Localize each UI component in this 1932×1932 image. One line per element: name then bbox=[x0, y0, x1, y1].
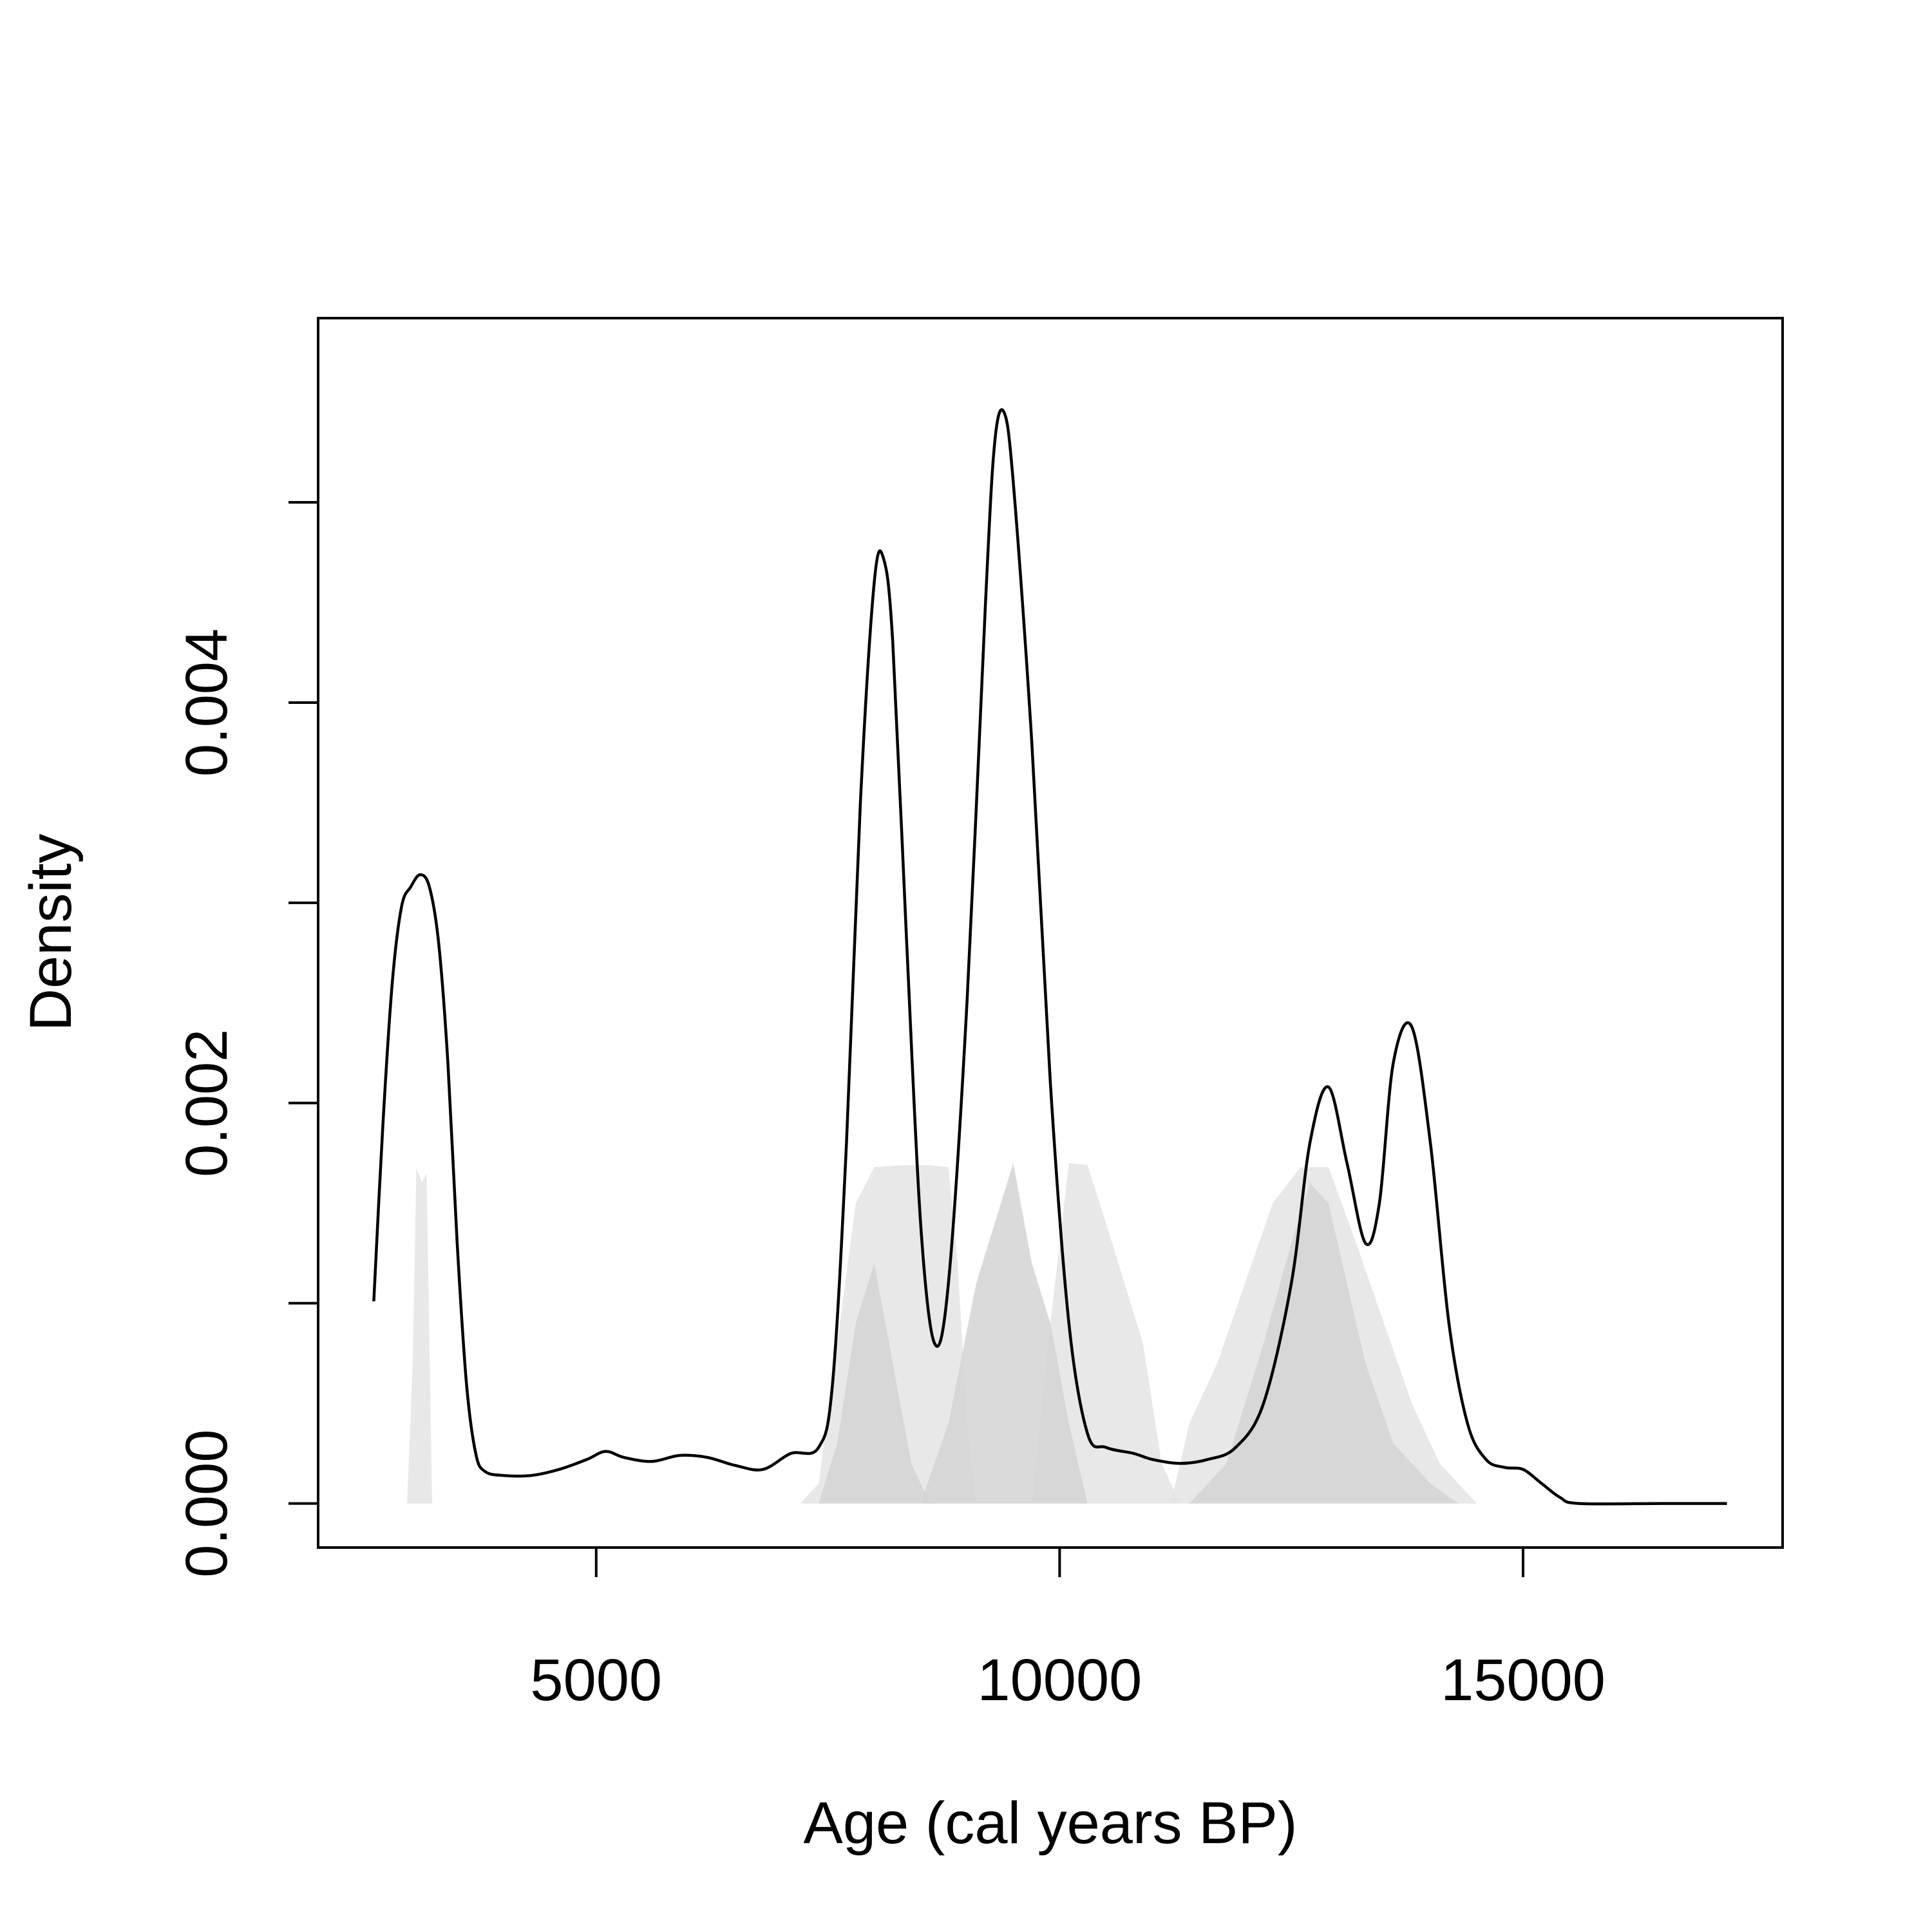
shaded-density-3 bbox=[1032, 1163, 1199, 1504]
x-axis: 5000 10000 15000 bbox=[530, 1546, 1605, 1713]
x-axis-title: Age (cal years BP) bbox=[804, 1790, 1298, 1856]
y-tick-label: 0.004 bbox=[174, 629, 240, 777]
x-tick-label: 10000 bbox=[977, 1647, 1142, 1713]
x-tick-label: 5000 bbox=[530, 1647, 662, 1713]
shaded-density-5 bbox=[819, 1263, 949, 1504]
shaded-density-6 bbox=[920, 1163, 1106, 1504]
summed-density-lines bbox=[372, 408, 1727, 1506]
shaded-density-7 bbox=[1189, 1183, 1486, 1504]
x-tick-label: 15000 bbox=[1441, 1647, 1605, 1713]
y-tick-label: 0.002 bbox=[174, 1029, 240, 1177]
y-axis-title: Density bbox=[18, 834, 84, 1032]
y-axis: 0.000 0.002 0.004 bbox=[174, 501, 319, 1578]
calibrated-date-shades bbox=[407, 1163, 1505, 1504]
y-tick-label: 0.000 bbox=[174, 1429, 240, 1577]
shaded-density-1 bbox=[407, 1167, 439, 1504]
summed-density-line-1 bbox=[372, 408, 1727, 1506]
